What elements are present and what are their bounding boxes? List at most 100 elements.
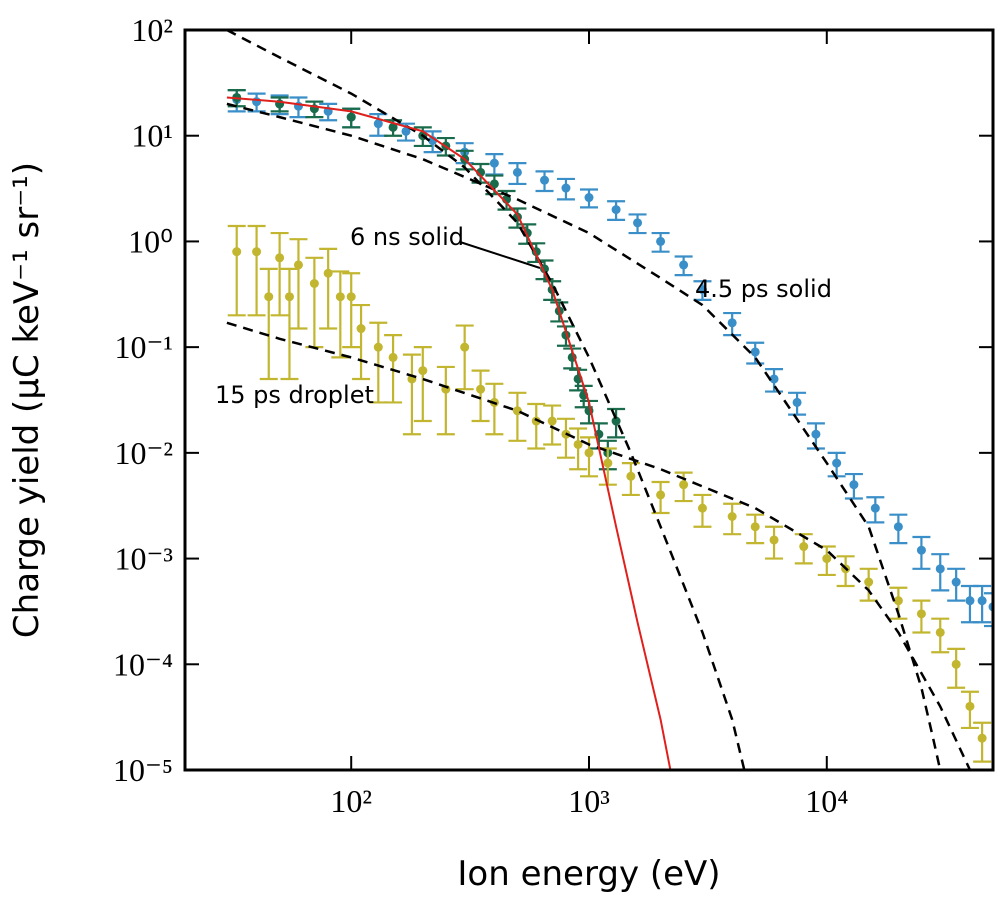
y-tick-label: 10⁻¹ [115, 329, 173, 365]
data-point [977, 596, 987, 606]
data-point [822, 554, 832, 564]
data-point [356, 324, 366, 334]
error-bar [247, 224, 266, 317]
error-bar [342, 272, 361, 349]
error-bar [270, 231, 289, 317]
data-point [697, 285, 707, 295]
data-point [849, 480, 859, 490]
series-annotation: 4.5 ps solid [695, 275, 832, 303]
error-bar [508, 391, 527, 442]
plot-area [226, 30, 993, 770]
data-point [832, 458, 842, 468]
error-bar [455, 324, 474, 391]
data-point [584, 448, 594, 458]
error-bar [984, 592, 993, 628]
data-point [727, 318, 737, 328]
data-point [418, 366, 428, 376]
data-point [512, 167, 522, 177]
x-tick-label: 10⁴ [805, 783, 848, 819]
data-point [346, 112, 356, 122]
error-bar [485, 382, 504, 436]
data-point [540, 175, 550, 185]
y-tick-label: 10⁻⁴ [113, 646, 173, 682]
data-point [584, 193, 594, 203]
data-point [293, 260, 303, 270]
x-tick-label: 10² [330, 783, 372, 819]
error-bar [471, 369, 490, 423]
data-point [935, 564, 945, 574]
data-point [633, 218, 643, 228]
data-point [512, 406, 522, 416]
data-point [656, 236, 666, 246]
data-point [573, 439, 583, 449]
annotation-arrow [459, 241, 541, 269]
error-bar [402, 353, 421, 436]
data-point [951, 659, 961, 669]
data-point [792, 397, 802, 407]
data-point [870, 503, 880, 513]
y-axis-label: Charge yield (μC keV⁻¹ sr⁻¹) [7, 162, 47, 638]
series-annotation: 15 ps droplet [215, 381, 374, 409]
fit-line [226, 96, 672, 770]
error-bar [280, 267, 299, 381]
data-point [489, 158, 499, 168]
y-tick-label: 10² [131, 12, 173, 48]
data-point [977, 733, 987, 743]
data-point [252, 247, 262, 257]
data-point [476, 384, 486, 394]
data-point [750, 522, 760, 532]
fit-line [226, 321, 972, 770]
data-point [603, 458, 613, 468]
data-point [965, 701, 975, 711]
data-point [335, 292, 345, 302]
data-point [547, 416, 557, 426]
data-point [727, 512, 737, 522]
data-point [611, 205, 621, 215]
y-tick-label: 10⁻² [115, 435, 173, 471]
data-point [893, 596, 903, 606]
fit-line [226, 30, 746, 770]
error-bar [413, 346, 432, 423]
data-point [769, 535, 779, 545]
data-point [916, 609, 926, 619]
data-point [275, 253, 285, 263]
data-point [679, 480, 689, 490]
data-point [460, 342, 470, 352]
y-tick-label: 10⁻⁵ [113, 752, 173, 788]
data-point [284, 292, 294, 302]
error-bar [289, 238, 308, 330]
data-point [388, 122, 398, 132]
data-point [232, 247, 242, 257]
y-tick-label: 10⁻³ [115, 541, 173, 577]
error-bar [331, 270, 350, 359]
data-point [697, 503, 707, 513]
data-point [811, 429, 821, 439]
error-bar [527, 402, 546, 450]
y-tick-label: 10⁰ [128, 223, 173, 259]
data-point [561, 183, 571, 193]
data-point [916, 545, 926, 555]
error-bar [436, 365, 455, 436]
data-point [951, 577, 961, 587]
data-point [323, 268, 333, 278]
data-point [489, 179, 499, 189]
data-point [373, 342, 383, 352]
data-point [893, 522, 903, 532]
error-bar [319, 247, 338, 330]
data-point [611, 416, 621, 426]
fit-line [226, 102, 942, 770]
data-point [388, 352, 398, 362]
data-point [656, 490, 666, 500]
error-bar [352, 303, 371, 381]
error-bar [259, 267, 278, 381]
data-point [769, 374, 779, 384]
data-point [864, 577, 874, 587]
data-point [346, 292, 356, 302]
data-point [264, 292, 274, 302]
x-tick-label: 10³ [568, 783, 610, 819]
data-point [252, 97, 262, 107]
data-point [373, 119, 383, 129]
data-point [401, 126, 411, 136]
error-bar [227, 224, 246, 317]
data-point [626, 471, 636, 481]
